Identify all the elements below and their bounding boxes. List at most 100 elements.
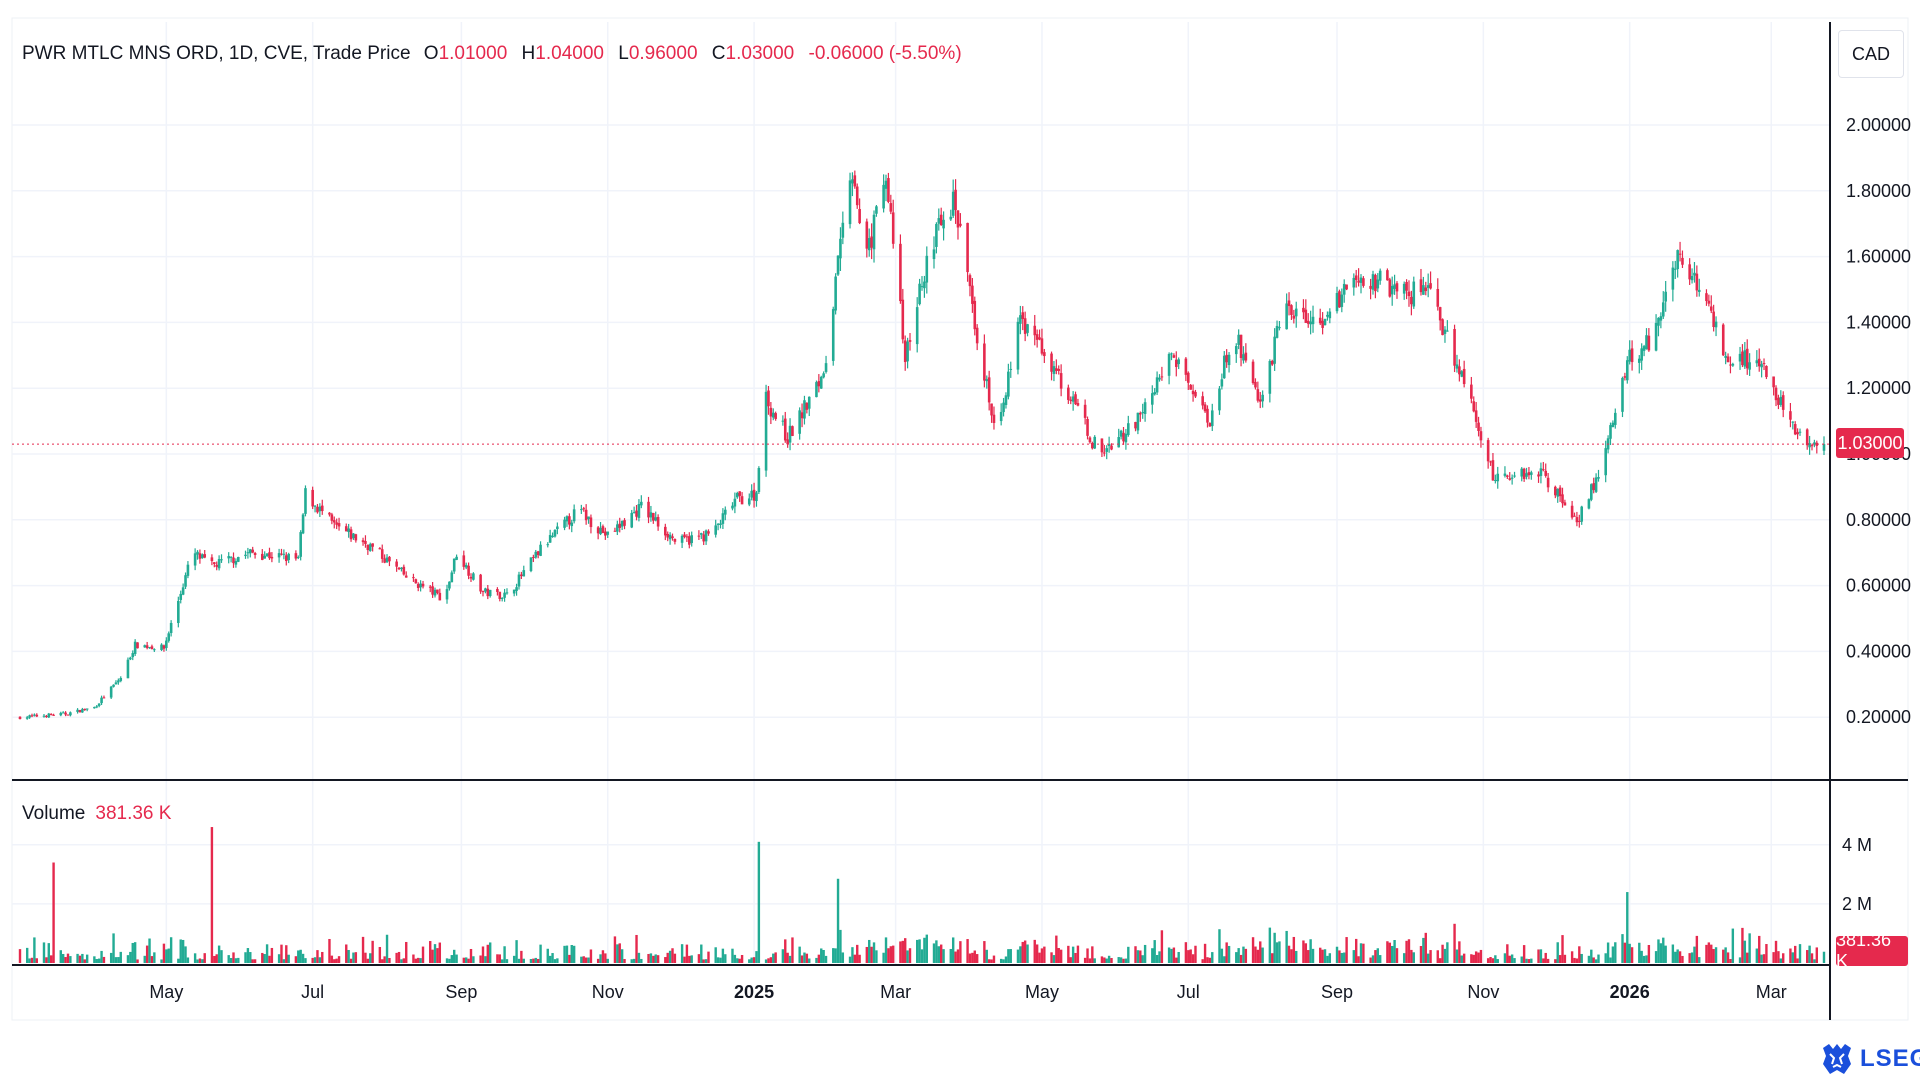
volume-bar: [45, 957, 48, 963]
volume-bar: [1705, 944, 1708, 963]
candle-body: [119, 677, 123, 681]
candle-body: [1429, 283, 1432, 289]
candle-body: [1506, 475, 1509, 477]
volume-bar: [1698, 957, 1701, 963]
volume-bar: [1477, 952, 1480, 963]
volume-bar: [664, 957, 667, 963]
volume-bar: [253, 959, 257, 963]
volume-bar: [772, 953, 775, 963]
candle-body: [1117, 437, 1121, 448]
candle-body: [1019, 315, 1022, 324]
volume-bar: [1371, 955, 1375, 963]
volume-bar: [1143, 944, 1147, 963]
volume-bar: [1695, 935, 1699, 963]
candle-body: [680, 535, 684, 543]
volume-bar: [848, 956, 852, 963]
volume-bar: [304, 958, 307, 963]
lseg-logo[interactable]: LSEG: [1820, 1042, 1920, 1076]
currency-button[interactable]: CAD: [1838, 30, 1904, 78]
volume-bar: [752, 957, 756, 963]
candle-body: [1460, 371, 1464, 377]
volume-bar: [1513, 958, 1516, 963]
volume-bar: [1659, 943, 1663, 963]
volume-bar: [1688, 953, 1691, 963]
candle-body: [42, 715, 46, 717]
volume-bar: [820, 948, 823, 963]
candle-body: [64, 712, 67, 715]
candle-body: [1071, 396, 1075, 402]
volume-bar: [505, 959, 509, 963]
volume-bar: [479, 955, 482, 963]
candle-body: [35, 714, 39, 717]
volume-bar: [383, 956, 386, 963]
candle-body: [1388, 279, 1392, 297]
candle-body: [1258, 399, 1262, 402]
candle-body: [196, 551, 199, 555]
volume-bar: [649, 953, 653, 963]
candle-body: [181, 587, 185, 595]
volume-bar: [1124, 958, 1128, 963]
candle-body: [1143, 402, 1147, 414]
candle-body: [915, 307, 919, 345]
volume-bar: [1345, 937, 1348, 963]
time-tick-label: Sep: [445, 982, 477, 1002]
volume-bar: [465, 957, 468, 963]
volume-bar: [18, 949, 22, 963]
volume-bar: [987, 959, 991, 963]
candle-body: [1772, 376, 1775, 388]
candle-body: [1326, 314, 1329, 317]
volume-bar: [935, 940, 938, 963]
volume-bar: [613, 936, 617, 963]
volume-bar: [1806, 950, 1809, 963]
volume-bar: [517, 958, 521, 963]
volume-bar: [1796, 958, 1799, 963]
volume-bar: [378, 946, 382, 963]
candle-body: [1815, 442, 1819, 446]
volume-bar: [30, 957, 34, 963]
candle-body: [93, 707, 96, 709]
candle-body: [433, 589, 437, 596]
candle-body: [320, 505, 324, 512]
volume-bar: [244, 952, 247, 963]
candle-body: [580, 509, 583, 511]
volume-bar: [1743, 940, 1747, 963]
candle-body: [918, 283, 921, 305]
volume-bar: [1136, 950, 1140, 963]
volume-bar: [181, 939, 185, 963]
candle-body: [1318, 317, 1322, 324]
candle-body: [304, 488, 307, 514]
volume-bar: [724, 954, 727, 963]
volume-bars-group: [18, 827, 1826, 963]
candle-body: [983, 343, 986, 381]
volume-bar: [1251, 937, 1255, 963]
candle-body: [1405, 281, 1408, 291]
volume-bar: [630, 959, 633, 963]
volume-bar: [438, 942, 442, 963]
candle-body: [1813, 442, 1816, 445]
volume-bar: [431, 949, 434, 963]
volume-bar: [1220, 948, 1224, 963]
volume-bar: [33, 937, 36, 963]
volume-bar: [232, 952, 235, 963]
volume-bar: [1422, 937, 1425, 963]
candle-body: [1040, 338, 1044, 354]
candle-body: [1690, 275, 1694, 281]
volume-bar: [942, 949, 945, 963]
candle-body: [1542, 469, 1545, 471]
candle-body: [1510, 477, 1514, 479]
candle-body: [1587, 499, 1591, 509]
candle-body: [985, 379, 989, 382]
candle-body: [1127, 423, 1130, 436]
volume-bar: [227, 955, 230, 963]
volume-bar: [951, 937, 955, 963]
volume-bar: [1575, 958, 1579, 963]
volume-bar: [1323, 949, 1327, 963]
candle-body: [1489, 461, 1492, 463]
volume-bar: [548, 955, 552, 963]
volume-bar: [1388, 942, 1391, 963]
volume-bar: [268, 955, 271, 963]
volume-bar: [462, 957, 466, 963]
volume-bar: [916, 939, 919, 963]
volume-bar: [570, 944, 573, 963]
